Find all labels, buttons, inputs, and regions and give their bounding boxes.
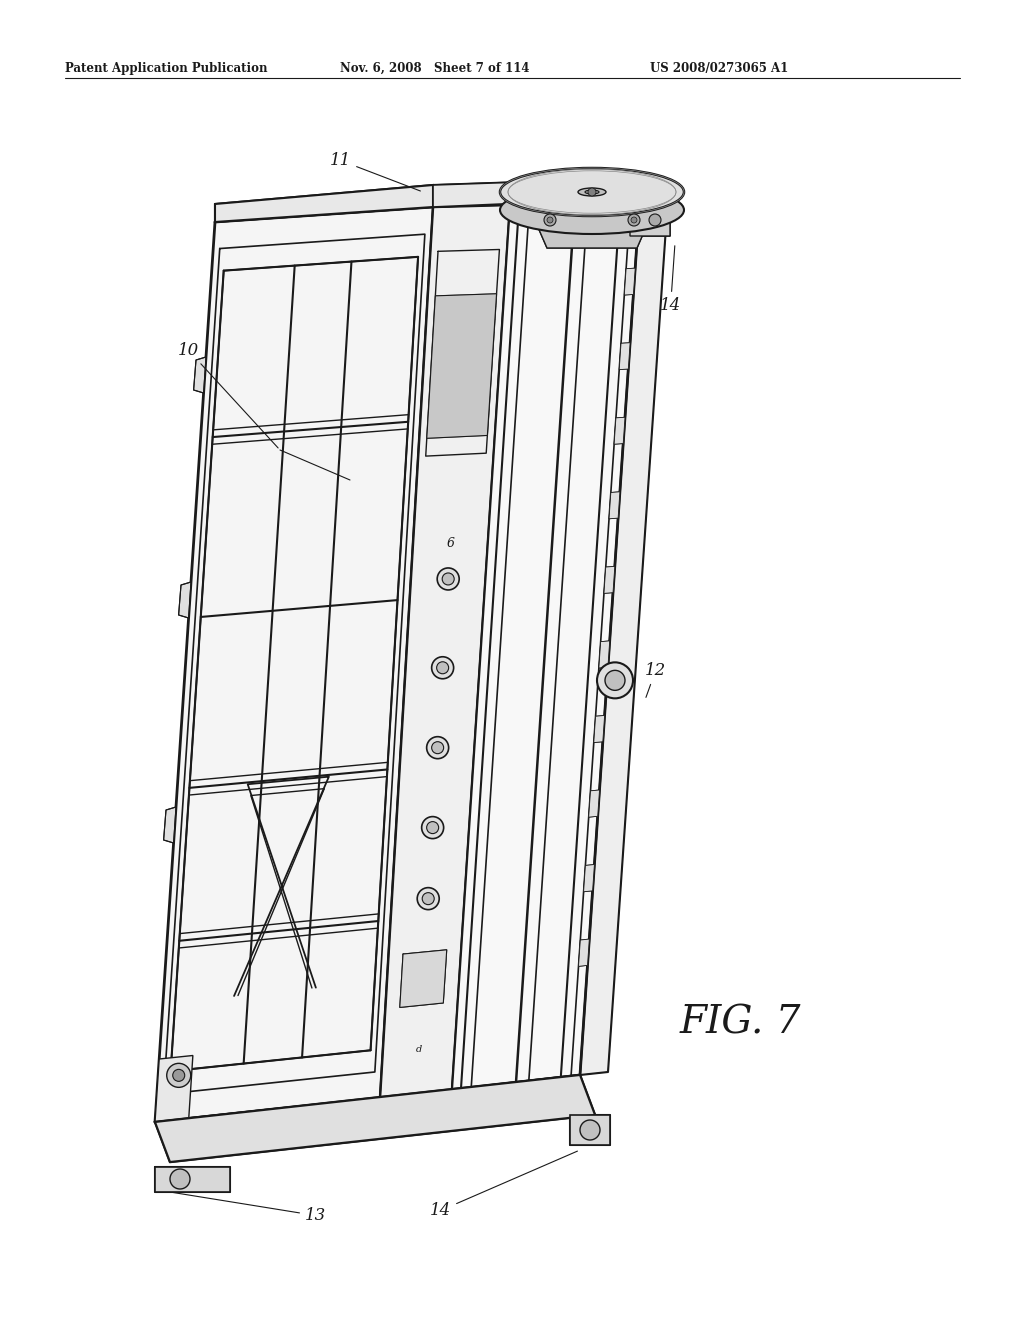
Polygon shape [215, 185, 433, 222]
Polygon shape [194, 356, 206, 393]
Circle shape [437, 568, 459, 590]
Text: 14: 14 [660, 246, 681, 314]
Polygon shape [155, 1074, 595, 1162]
Text: Patent Application Publication: Patent Application Publication [65, 62, 267, 75]
Circle shape [442, 573, 455, 585]
Polygon shape [433, 178, 640, 207]
Polygon shape [510, 178, 640, 205]
Circle shape [605, 671, 625, 690]
Circle shape [580, 1119, 600, 1140]
Ellipse shape [578, 187, 606, 195]
Circle shape [628, 214, 640, 226]
Ellipse shape [585, 190, 599, 194]
Text: FIG. 7: FIG. 7 [680, 1005, 802, 1041]
Circle shape [167, 1064, 190, 1088]
Polygon shape [630, 203, 670, 236]
Ellipse shape [500, 186, 684, 234]
Text: d: d [416, 1045, 422, 1055]
Polygon shape [155, 207, 433, 1122]
Polygon shape [452, 198, 640, 1090]
Text: 11: 11 [330, 152, 421, 191]
Polygon shape [155, 1167, 230, 1192]
Circle shape [417, 887, 439, 909]
Circle shape [436, 661, 449, 673]
Circle shape [649, 214, 662, 226]
Polygon shape [515, 210, 642, 224]
Circle shape [427, 821, 438, 834]
Circle shape [422, 817, 443, 838]
Circle shape [631, 216, 637, 223]
Text: 12: 12 [645, 663, 667, 697]
Polygon shape [599, 642, 609, 668]
Polygon shape [178, 582, 191, 618]
Circle shape [432, 657, 454, 678]
Ellipse shape [500, 168, 684, 216]
Polygon shape [614, 417, 625, 445]
Circle shape [170, 1170, 190, 1189]
Circle shape [547, 216, 553, 223]
Text: 6: 6 [446, 537, 455, 550]
Polygon shape [580, 198, 668, 1074]
Polygon shape [579, 939, 589, 966]
Polygon shape [584, 865, 594, 892]
Polygon shape [155, 1056, 193, 1122]
Circle shape [597, 663, 633, 698]
Polygon shape [570, 1115, 610, 1144]
Text: 13: 13 [173, 1192, 327, 1224]
Polygon shape [604, 566, 614, 594]
Polygon shape [380, 205, 510, 1098]
Text: 14: 14 [430, 1151, 578, 1218]
Circle shape [422, 892, 434, 904]
Circle shape [427, 737, 449, 759]
Polygon shape [620, 343, 630, 370]
Polygon shape [399, 950, 446, 1007]
Polygon shape [609, 492, 620, 519]
Polygon shape [625, 268, 635, 296]
Polygon shape [589, 789, 599, 817]
Polygon shape [427, 294, 497, 438]
Polygon shape [537, 224, 647, 248]
Circle shape [588, 187, 596, 195]
Text: US 2008/0273065 A1: US 2008/0273065 A1 [650, 62, 788, 75]
Circle shape [432, 742, 443, 754]
Text: 10: 10 [178, 342, 279, 447]
Circle shape [173, 1069, 184, 1081]
Polygon shape [164, 807, 176, 843]
Polygon shape [594, 715, 604, 743]
Circle shape [544, 214, 556, 226]
Text: Nov. 6, 2008   Sheet 7 of 114: Nov. 6, 2008 Sheet 7 of 114 [340, 62, 529, 75]
